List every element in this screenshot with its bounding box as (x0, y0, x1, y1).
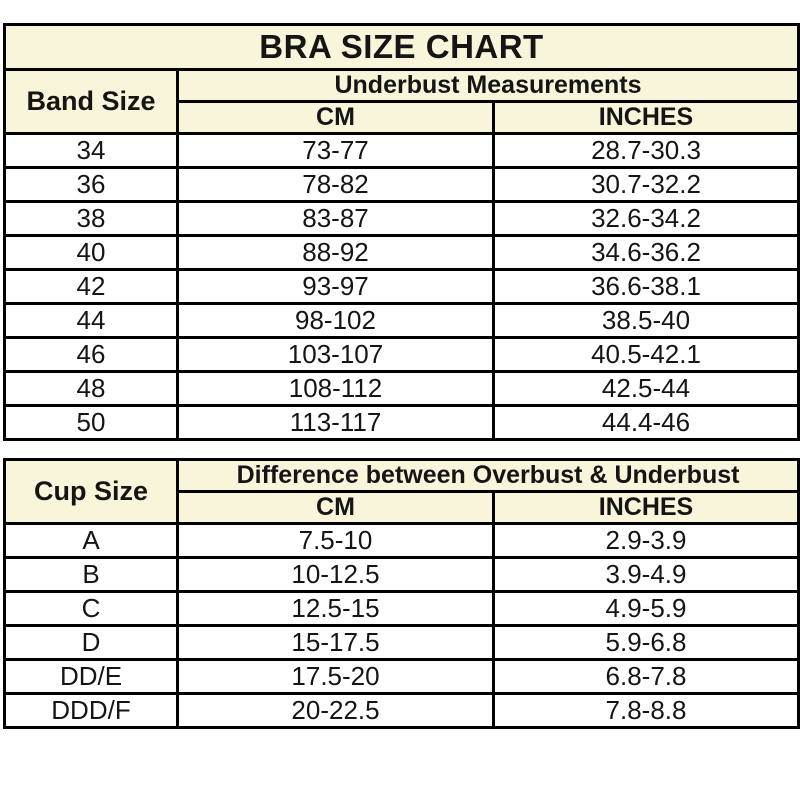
cup-header-row-2: CM INCHES (5, 490, 800, 525)
table-cell-inches: 3.9-4.9 (491, 556, 800, 593)
band-inches-column-header: INCHES (491, 100, 800, 135)
table-row: DDD/F 20-22.5 7.8-8.8 (3, 692, 800, 729)
underbust-measurements-group-header: Underbust Measurements (175, 68, 800, 103)
table-cell-band: 40 (3, 234, 179, 271)
table-cell-inches: 6.8-7.8 (491, 658, 800, 695)
table-cell-cm: 7.5-10 (176, 522, 495, 559)
bra-size-chart-page: BRA SIZE CHART Band Size Underbust Measu… (2, 23, 800, 729)
table-cell-cup: C (3, 590, 179, 627)
table-cell-band: 50 (3, 404, 179, 441)
band-header-row-1: Band Size Underbust Measurements (3, 68, 800, 135)
table-cell-cm: 12.5-15 (176, 590, 495, 627)
table-cell-inches: 44.4-46 (491, 404, 800, 441)
band-size-table: BRA SIZE CHART Band Size Underbust Measu… (2, 23, 800, 441)
table-row: 38 83-87 32.6-34.2 (3, 200, 800, 237)
table-cell-inches: 36.6-38.1 (491, 268, 800, 305)
table-cell-cm: 113-117 (176, 404, 495, 441)
cup-size-table: Cup Size Difference between Overbust & U… (3, 458, 800, 729)
table-cell-cm: 108-112 (176, 370, 495, 407)
table-cell-cm: 15-17.5 (176, 624, 495, 661)
table-cell-inches: 28.7-30.3 (491, 132, 800, 169)
table-cell-cm: 20-22.5 (176, 692, 495, 729)
table-row: D 15-17.5 5.9-6.8 (3, 624, 800, 661)
table-row: 36 78-82 30.7-32.2 (3, 166, 800, 203)
band-cm-column-header: CM (176, 100, 495, 135)
table-row: 42 93-97 36.6-38.1 (3, 268, 800, 305)
band-size-table-body: 34 73-77 28.7-30.3 36 78-82 30.7-32.2 38 83-87 3… (3, 132, 800, 441)
table-cell-cm: 10-12.5 (176, 556, 495, 593)
table-row: 40 88-92 34.6-36.2 (3, 234, 800, 271)
cup-size-table-body: A 7.5-10 2.9-3.9 B 10-12.5 3.9-4.9 C 12.5-15 4.9… (3, 522, 800, 729)
table-cell-band: 48 (3, 370, 179, 407)
table-cell-band: 44 (3, 302, 179, 339)
table-row: A 7.5-10 2.9-3.9 (3, 522, 800, 559)
band-size-row-header: Band Size (3, 68, 179, 135)
table-row: 50 113-117 44.4-46 (3, 404, 800, 441)
table-cell-inches: 2.9-3.9 (491, 522, 800, 559)
table-row: B 10-12.5 3.9-4.9 (3, 556, 800, 593)
table-cell-inches: 38.5-40 (491, 302, 800, 339)
page-title: BRA SIZE CHART (2, 23, 800, 71)
table-cell-cup: A (3, 522, 179, 559)
table-cell-cm: 78-82 (176, 166, 495, 203)
title-row: BRA SIZE CHART (2, 23, 800, 71)
table-cell-band: 38 (3, 200, 179, 237)
table-cell-inches: 30.7-32.2 (491, 166, 800, 203)
table-cell-cup: DD/E (3, 658, 179, 695)
table-cell-band: 42 (3, 268, 179, 305)
table-cell-cup: D (3, 624, 179, 661)
table-cell-cm: 93-97 (176, 268, 495, 305)
table-row: 34 73-77 28.7-30.3 (3, 132, 800, 169)
cup-cm-column-header: CM (176, 490, 495, 525)
table-cell-cm: 103-107 (176, 336, 495, 373)
table-cell-band: 34 (3, 132, 179, 169)
table-cell-cm: 17.5-20 (176, 658, 495, 695)
table-cell-cm: 88-92 (176, 234, 495, 271)
table-cell-cm: 98-102 (176, 302, 495, 339)
table-row: C 12.5-15 4.9-5.9 (3, 590, 800, 627)
cup-size-row-header: Cup Size (3, 458, 179, 525)
cup-header-row-1: Cup Size Difference between Overbust & U… (3, 458, 800, 525)
table-cell-inches: 34.6-36.2 (491, 234, 800, 271)
table-row: 44 98-102 38.5-40 (3, 302, 800, 339)
table-cell-cup: DDD/F (3, 692, 179, 729)
table-cell-inches: 42.5-44 (491, 370, 800, 407)
table-cell-band: 36 (3, 166, 179, 203)
difference-group-header: Difference between Overbust & Underbust (175, 458, 800, 493)
table-cell-band: 46 (3, 336, 179, 373)
table-row: DD/E 17.5-20 6.8-7.8 (3, 658, 800, 695)
cup-inches-column-header: INCHES (491, 490, 800, 525)
table-cell-inches: 4.9-5.9 (491, 590, 800, 627)
table-cell-inches: 5.9-6.8 (491, 624, 800, 661)
table-row: 48 108-112 42.5-44 (3, 370, 800, 407)
table-cell-inches: 32.6-34.2 (491, 200, 800, 237)
band-header-row-2: CM INCHES (5, 100, 800, 135)
table-cell-cm: 73-77 (176, 132, 495, 169)
table-cell-cup: B (3, 556, 179, 593)
table-cell-cm: 83-87 (176, 200, 495, 237)
table-cell-inches: 40.5-42.1 (491, 336, 800, 373)
table-cell-inches: 7.8-8.8 (491, 692, 800, 729)
table-row: 46 103-107 40.5-42.1 (3, 336, 800, 373)
